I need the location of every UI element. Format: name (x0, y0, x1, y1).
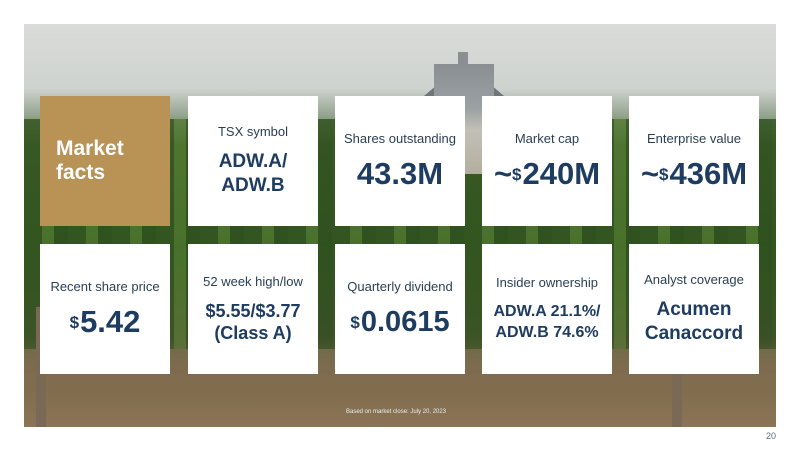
tsx-symbol-card: TSX symbol ADW.A/ ADW.B (188, 96, 318, 226)
shares-outstanding-card: Shares outstanding 43.3M (335, 96, 465, 226)
card-label: Enterprise value (647, 131, 741, 146)
page-number: 20 (765, 431, 776, 441)
card-value: ADW.A/ ADW.B (218, 151, 288, 196)
card-value: Acumen Canaccord (644, 299, 744, 344)
quarterly-dividend-card: Quarterly dividend $0.0615 (335, 244, 465, 374)
approx-symbol: ~ (493, 156, 513, 191)
card-label: 52 week high/low (203, 274, 303, 289)
card-value: ADW.A 21.1%/ ADW.B 74.6% (493, 303, 601, 341)
card-value: 43.3M (356, 156, 444, 191)
card-value: $0.0615 (350, 305, 449, 339)
analyst-coverage-card: Analyst coverage Acumen Canaccord (629, 244, 759, 374)
card-label: TSX symbol (217, 124, 289, 139)
currency-symbol: $ (69, 313, 80, 332)
currency-symbol: $ (512, 165, 522, 184)
recent-share-price-card: Recent share price $5.42 (40, 244, 170, 374)
value-text: 0.0615 (360, 306, 450, 338)
card-label: Recent share price (50, 279, 160, 294)
vine-post (672, 357, 682, 427)
house-chimney (458, 52, 468, 68)
currency-symbol: $ (350, 313, 360, 332)
market-cap-card: Market cap ~$240M (482, 96, 612, 226)
market-facts-title: Market facts (56, 137, 124, 184)
approx-symbol: ~ (640, 156, 660, 191)
market-facts-title-card: Market facts (40, 96, 170, 226)
insider-ownership-card: Insider ownership ADW.A 21.1%/ ADW.B 74.… (482, 244, 612, 374)
card-label: Market cap (514, 131, 580, 146)
card-value: $5.42 (70, 305, 141, 339)
value-text: 5.42 (80, 304, 141, 339)
card-label: Quarterly dividend (347, 279, 453, 294)
currency-symbol: $ (659, 165, 669, 184)
value-text: 436M (669, 156, 748, 191)
card-label: Shares outstanding (343, 131, 457, 146)
enterprise-value-card: Enterprise value ~$436M (629, 96, 759, 226)
card-label: Insider ownership (496, 275, 598, 290)
card-value: ~$436M (641, 157, 747, 191)
52-week-high-low-card: 52 week high/low $5.55/$3.77 (Class A) (188, 244, 318, 374)
card-value: $5.55/$3.77 (Class A) (205, 301, 301, 343)
footnote: Based on market close: July 20, 2023 (346, 409, 447, 415)
value-text: 240M (522, 156, 601, 191)
card-value: ~$240M (494, 157, 600, 191)
card-label: Analyst coverage (644, 272, 744, 287)
